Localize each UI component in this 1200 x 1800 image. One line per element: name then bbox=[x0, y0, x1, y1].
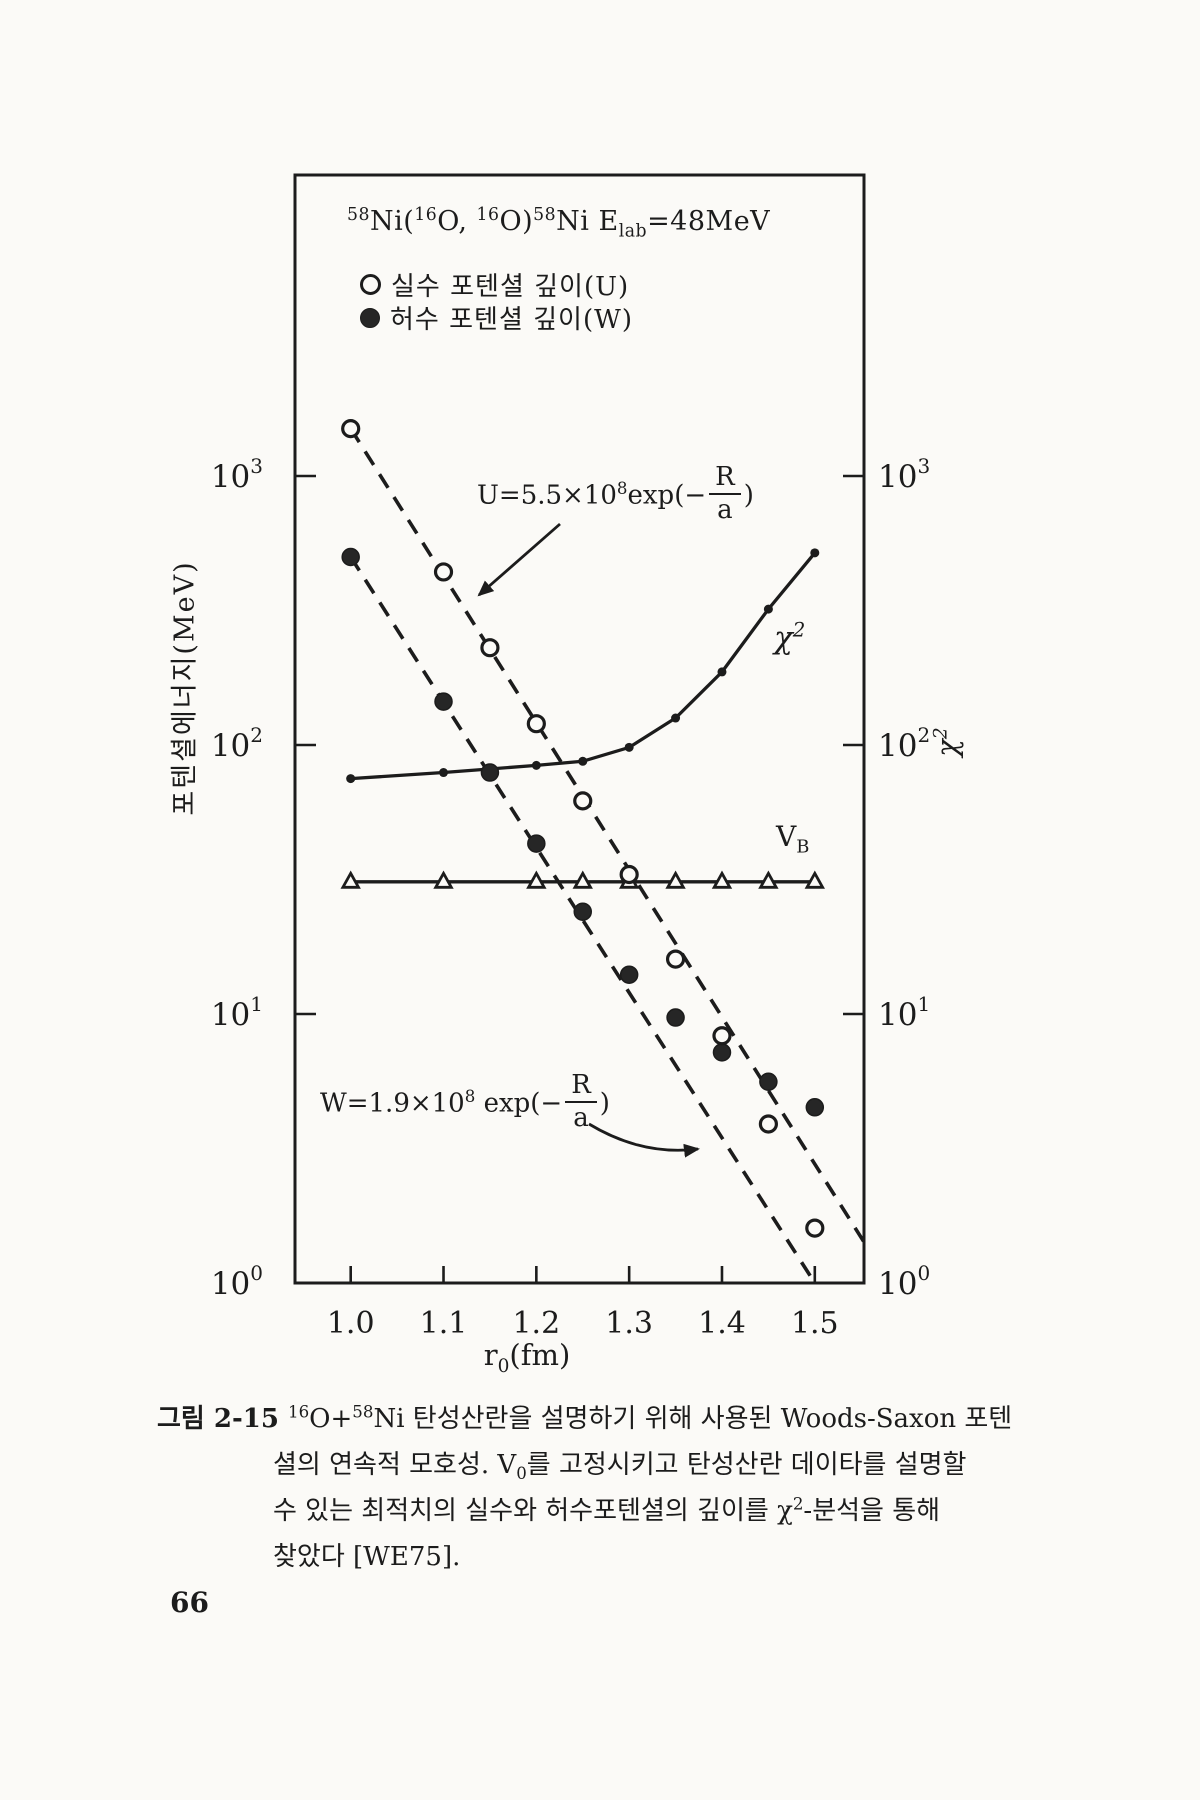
fraction-numerator: R bbox=[715, 462, 735, 492]
svg-text:103: 103 bbox=[211, 454, 263, 495]
eq-text: ) bbox=[743, 480, 754, 511]
caption-line: 셜의 연속적 모호성. V0를 고정시키고 탄성산란 데이타를 설명할 bbox=[273, 1450, 967, 1484]
svg-text:1.0: 1.0 bbox=[327, 1306, 375, 1341]
figure-title: 58Ni(16O, 16O)58Ni Elab=48MeV bbox=[347, 205, 771, 242]
legend-label: 실수 포텐셜 깊이(U) bbox=[391, 272, 630, 302]
caption-line: 찾았다 [WE75]. bbox=[273, 1542, 461, 1572]
eq-text: U=5.5×10 bbox=[477, 480, 617, 511]
vb-line-label: VB bbox=[776, 820, 810, 858]
svg-text:101: 101 bbox=[878, 992, 930, 1033]
figure-caption: 그림 2-15 16O+58Ni 탄성산란을 설명하기 위해 사용된 Woods… bbox=[157, 1396, 1012, 1580]
y-axis-right-title: χ2 bbox=[930, 727, 964, 757]
fraction-denominator: a bbox=[565, 1101, 597, 1131]
svg-text:100: 100 bbox=[878, 1261, 930, 1302]
filled-circle-icon bbox=[360, 307, 380, 328]
eq-text: exp(− bbox=[627, 480, 707, 511]
eq-exponent: 8 bbox=[464, 1086, 476, 1106]
open-circle-icon bbox=[360, 274, 381, 295]
caption-line: 그림 2-15 16O+58Ni 탄성산란을 설명하기 위해 사용된 Woods… bbox=[157, 1402, 1013, 1434]
chi2-curve-label: χ2 bbox=[774, 618, 806, 656]
eq-text: W=1.9×10 bbox=[320, 1088, 465, 1119]
eq-text: exp(− bbox=[475, 1088, 563, 1119]
eq-exponent: 8 bbox=[616, 478, 628, 498]
fraction-denominator: a bbox=[709, 493, 741, 523]
svg-text:1.1: 1.1 bbox=[420, 1306, 468, 1341]
fraction-numerator: R bbox=[571, 1070, 591, 1100]
page-number: 66 bbox=[170, 1586, 209, 1619]
legend-item-imaginary-potential: 허수 포텐셜 깊이(W) bbox=[360, 299, 633, 336]
svg-text:101: 101 bbox=[211, 992, 263, 1033]
svg-text:1.2: 1.2 bbox=[512, 1306, 560, 1341]
caption-line: 수 있는 최적치의 실수와 허수포텐셜의 깊이를 χ2-분석을 통해 bbox=[273, 1494, 941, 1526]
svg-text:1.5: 1.5 bbox=[791, 1306, 839, 1341]
legend-item-real-potential: 실수 포텐셜 깊이(U) bbox=[360, 266, 629, 303]
x-axis-title: r0(fm) bbox=[483, 1338, 571, 1377]
svg-text:1.4: 1.4 bbox=[698, 1306, 746, 1341]
svg-text:1.3: 1.3 bbox=[605, 1306, 653, 1341]
svg-text:100: 100 bbox=[211, 1261, 263, 1302]
svg-text:103: 103 bbox=[878, 454, 930, 495]
svg-text:102: 102 bbox=[878, 723, 930, 764]
legend-label: 허수 포텐셜 깊이(W) bbox=[390, 305, 633, 335]
y-axis-left-title: 포텐셜에너지(MeV) bbox=[169, 560, 201, 816]
svg-text:102: 102 bbox=[211, 723, 263, 764]
eq-text: ) bbox=[599, 1088, 610, 1119]
